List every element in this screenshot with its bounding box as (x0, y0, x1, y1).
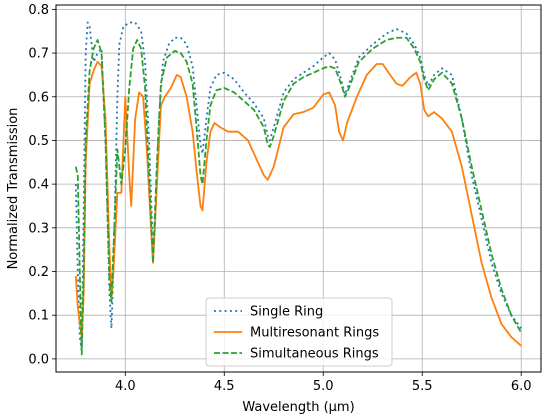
series-line-multiresonant-rings (74, 60, 522, 347)
y-tick-label: 0.4 (28, 178, 49, 193)
y-tick-label: 0.6 (28, 90, 49, 105)
y-tick-label: 0.2 (28, 265, 49, 280)
y-axis-label: Normalized Transmission (6, 108, 21, 270)
legend-label-simultaneous-rings: Simultaneous Rings (250, 347, 379, 362)
y-tick-label: 0.8 (28, 3, 49, 18)
x-axis-label: Wavelength (µm) (242, 400, 354, 415)
legend-box (205, 297, 393, 367)
legend: Single Ring Multiresonant Rings Simultan… (205, 297, 393, 367)
legend-entry-multiresonant-rings: Multiresonant Rings (214, 326, 379, 341)
legend-entry-simultaneous-rings: Simultaneous Rings (214, 347, 379, 362)
y-tick-label: 0.3 (28, 221, 49, 236)
y-tick-label: 0.1 (28, 309, 49, 324)
y-tick-label: 0.7 (28, 47, 49, 62)
plot-frame (55, 4, 542, 373)
x-axis-ticks: 4.0 4.5 5.0 5.5 6.0 (115, 372, 532, 394)
series-layer (74, 21, 522, 356)
legend-label-single-ring: Single Ring (250, 305, 323, 320)
y-tick-label: 0.5 (28, 134, 49, 149)
legend-entry-single-ring: Single Ring (214, 305, 323, 320)
series-line-single-ring (74, 21, 522, 352)
x-tick-label: 4.5 (214, 379, 235, 394)
legend-label-multiresonant-rings: Multiresonant Rings (250, 326, 379, 341)
x-tick-label: 5.5 (412, 379, 433, 394)
y-axis-ticks: 0.0 0.1 0.2 0.3 0.4 0.5 0.6 0.7 0.8 (28, 3, 56, 367)
x-tick-label: 6.0 (511, 379, 532, 394)
y-tick-label: 0.0 (28, 352, 49, 367)
x-tick-label: 4.0 (115, 379, 136, 394)
series-line-simultaneous-rings (74, 36, 522, 356)
x-tick-label: 5.0 (313, 379, 334, 394)
